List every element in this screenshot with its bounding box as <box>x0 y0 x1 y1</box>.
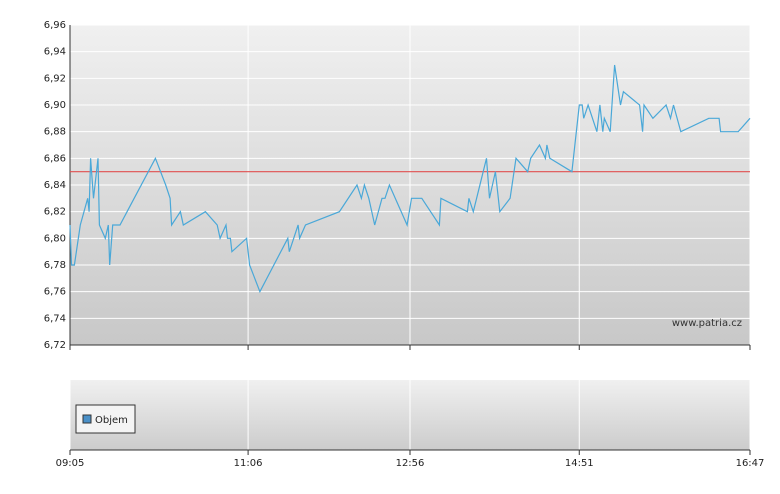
legend-label: Objem <box>95 415 128 426</box>
y-tick-label: 6,74 <box>44 313 66 324</box>
y-tick-label: 6,84 <box>44 180 66 191</box>
watermark: www.patria.cz <box>672 318 742 329</box>
x-tick-label: 14:51 <box>565 458 594 469</box>
y-tick-label: 6,88 <box>44 127 66 138</box>
x-tick-label: 16:47 <box>736 458 765 469</box>
y-tick-label: 6,96 <box>44 20 66 31</box>
legend-swatch <box>82 414 92 424</box>
y-tick-label: 6,78 <box>44 260 66 271</box>
y-tick-label: 6,72 <box>44 340 66 351</box>
y-tick-label: 6,92 <box>44 73 66 84</box>
y-tick-label: 6,86 <box>44 153 66 164</box>
x-tick-label: 12:56 <box>396 458 425 469</box>
y-tick-label: 6,94 <box>44 47 66 58</box>
x-tick-label: 09:05 <box>56 458 85 469</box>
y-tick-label: 6,82 <box>44 207 66 218</box>
y-tick-label: 6,80 <box>44 233 66 244</box>
y-tick-label: 6,90 <box>44 100 66 111</box>
x-tick-label: 11:06 <box>234 458 263 469</box>
y-tick-label: 6,76 <box>44 287 66 298</box>
price-line <box>69 64 751 294</box>
